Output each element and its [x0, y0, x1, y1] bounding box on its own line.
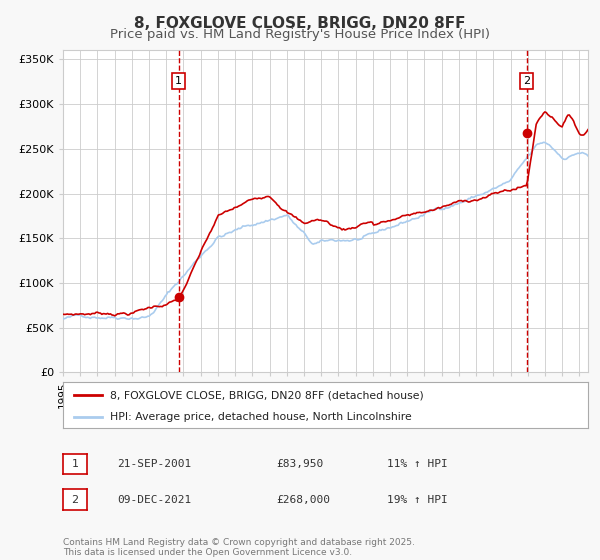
Text: £268,000: £268,000	[276, 494, 330, 505]
Text: 2: 2	[523, 76, 530, 86]
Text: 21-SEP-2001: 21-SEP-2001	[117, 459, 191, 469]
Text: 2: 2	[71, 494, 79, 505]
Text: 8, FOXGLOVE CLOSE, BRIGG, DN20 8FF: 8, FOXGLOVE CLOSE, BRIGG, DN20 8FF	[134, 16, 466, 31]
Text: 8, FOXGLOVE CLOSE, BRIGG, DN20 8FF (detached house): 8, FOXGLOVE CLOSE, BRIGG, DN20 8FF (deta…	[110, 390, 424, 400]
Text: 11% ↑ HPI: 11% ↑ HPI	[387, 459, 448, 469]
Text: Price paid vs. HM Land Registry's House Price Index (HPI): Price paid vs. HM Land Registry's House …	[110, 28, 490, 41]
Text: 1: 1	[175, 76, 182, 86]
Text: 1: 1	[71, 459, 79, 469]
Text: HPI: Average price, detached house, North Lincolnshire: HPI: Average price, detached house, Nort…	[110, 412, 412, 422]
Text: £83,950: £83,950	[276, 459, 323, 469]
Text: 09-DEC-2021: 09-DEC-2021	[117, 494, 191, 505]
Text: Contains HM Land Registry data © Crown copyright and database right 2025.
This d: Contains HM Land Registry data © Crown c…	[63, 538, 415, 557]
Text: 19% ↑ HPI: 19% ↑ HPI	[387, 494, 448, 505]
